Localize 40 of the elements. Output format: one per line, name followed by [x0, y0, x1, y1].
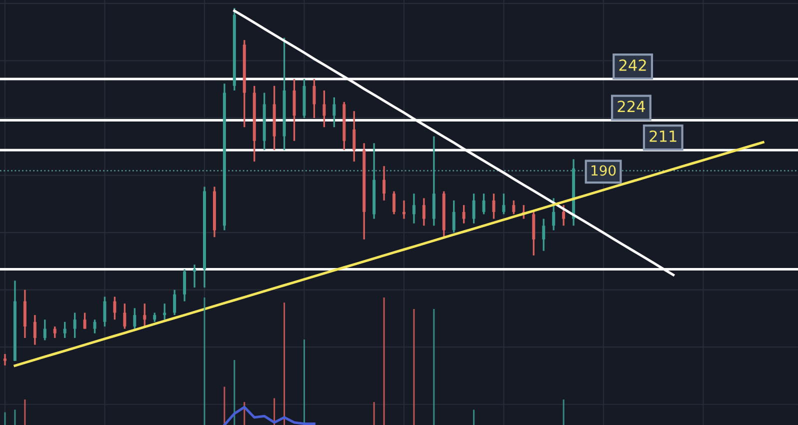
candlestick	[482, 192, 486, 216]
candlestick	[422, 197, 426, 227]
candlestick	[133, 307, 136, 330]
candlestick	[332, 96, 336, 128]
ref-line-label: 242	[619, 59, 646, 71]
candlestick	[412, 192, 416, 224]
candlestick	[542, 218, 546, 252]
candlestick	[63, 321, 66, 339]
candlestick	[492, 192, 496, 220]
candlestick	[143, 302, 146, 328]
candlestick	[183, 268, 186, 302]
candlestick	[562, 204, 566, 227]
candlestick	[512, 200, 516, 216]
candlestick	[73, 312, 76, 339]
ref-line-label: 224	[618, 100, 645, 112]
candlestick	[93, 318, 96, 334]
candlestick	[392, 190, 396, 216]
candlestick	[193, 264, 196, 288]
candlestick	[153, 312, 156, 323]
candlestick	[502, 192, 506, 216]
candlestick	[472, 192, 476, 224]
candlestick	[173, 288, 176, 316]
candlestick	[312, 78, 316, 119]
ref-line-label: 211	[650, 130, 676, 142]
candlestick	[322, 90, 326, 128]
annotation: 190	[592, 165, 616, 176]
candlestick	[43, 318, 46, 342]
candlestick	[33, 314, 36, 346]
candlestick	[163, 302, 166, 320]
candlestick	[3, 353, 6, 366]
candlestick	[452, 200, 456, 234]
candlestick	[123, 302, 126, 330]
candlestick	[83, 312, 86, 330]
candlestick	[352, 110, 356, 162]
candlestick	[113, 296, 116, 320]
candlestick	[552, 197, 556, 232]
candlestick	[53, 326, 56, 339]
candlestick	[382, 165, 386, 202]
candlestick	[462, 204, 466, 224]
candlestick	[103, 296, 106, 328]
